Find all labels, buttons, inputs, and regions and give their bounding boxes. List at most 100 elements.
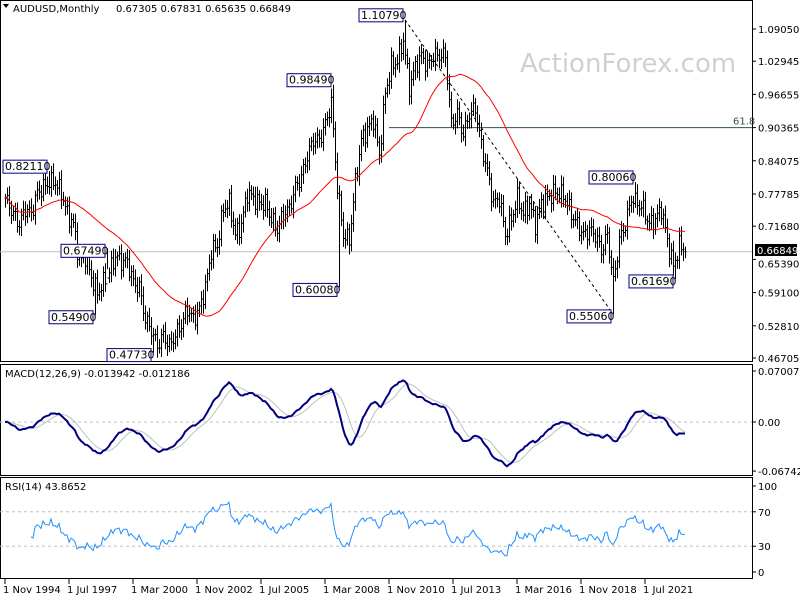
- price-bar: [112, 248, 115, 276]
- price-bar: [196, 302, 199, 335]
- price-bar: [30, 198, 33, 222]
- price-bar: [384, 87, 387, 114]
- price-bar: [470, 102, 473, 129]
- price-bar: [516, 178, 519, 219]
- price-bar: [108, 267, 111, 284]
- price-bar: [200, 291, 203, 314]
- price-bar: [394, 57, 397, 78]
- annotation-box: [286, 73, 332, 88]
- price-bar: [406, 48, 409, 69]
- price-bar: [168, 334, 171, 353]
- price-bar: [474, 98, 477, 123]
- price-bar: [566, 192, 569, 215]
- price-bar: [224, 199, 227, 218]
- price-tick-label: 0.96655: [758, 90, 799, 101]
- price-bar: [570, 192, 573, 229]
- price-bar: [382, 95, 385, 152]
- price-bar: [490, 173, 493, 212]
- price-bar: [622, 222, 625, 242]
- price-bar: [248, 181, 251, 212]
- price-bar: [286, 199, 289, 223]
- price-bar: [374, 115, 377, 139]
- price-bar: [550, 189, 553, 213]
- price-bar: [18, 220, 21, 236]
- price-bar: [676, 255, 679, 269]
- price-bar: [236, 217, 239, 244]
- annotation-label: 0.47730: [109, 349, 155, 362]
- price-bar: [302, 158, 305, 184]
- price-bar: [496, 192, 499, 208]
- price-axis: 1.09050 1.02945 0.96655 0.90365 0.84075 0.777…: [752, 25, 799, 365]
- price-bar: [238, 214, 241, 246]
- price-bar: [512, 209, 515, 228]
- price-bar: [166, 334, 169, 357]
- price-bar: [12, 206, 15, 221]
- price-bar: [106, 248, 109, 285]
- price-bar: [640, 200, 643, 217]
- price-bar: [494, 189, 497, 209]
- price-bar: [350, 214, 353, 252]
- price-bar: [246, 188, 249, 212]
- price-bar: [240, 214, 243, 244]
- price-bar: [366, 117, 369, 148]
- price-bar: [662, 208, 665, 229]
- price-bar: [646, 215, 649, 231]
- price-bar: [404, 19, 407, 65]
- price-bar: [328, 108, 331, 128]
- price-bar: [422, 47, 425, 65]
- price-bar: [642, 190, 645, 218]
- price-bar: [666, 218, 669, 248]
- price-bar: [498, 192, 501, 213]
- price-bar: [402, 32, 405, 61]
- price-bar: [4, 193, 7, 208]
- price-bar: [442, 39, 445, 63]
- price-tick-label: 0.65390: [758, 260, 799, 271]
- price-bar: [414, 55, 417, 81]
- level-lines: 61.8: [0, 19, 755, 315]
- price-bar: [352, 192, 355, 232]
- price-bar: [398, 36, 401, 73]
- annotation-box: [292, 282, 338, 297]
- price-bar: [256, 186, 259, 218]
- price-bar: [430, 54, 433, 71]
- price-bar: [540, 192, 543, 218]
- price-bar: [618, 229, 621, 269]
- price-bar: [634, 181, 637, 208]
- price-tick-label: 0.59100: [758, 289, 799, 300]
- price-bar: [354, 167, 357, 211]
- price-bar: [510, 207, 513, 231]
- price-bar: [604, 225, 607, 256]
- price-bar: [134, 269, 137, 293]
- price-bar: [590, 217, 593, 237]
- price-bar: [648, 213, 651, 232]
- price-bar: [282, 203, 285, 230]
- annotation-box: [48, 310, 94, 325]
- time-tick-label: 1 Jul 2013: [451, 585, 501, 596]
- price-bar: [36, 181, 39, 203]
- annotation-box: [588, 170, 634, 185]
- price-tick-label: 1.09050: [758, 25, 799, 36]
- price-bar: [232, 211, 235, 235]
- price-bar: [180, 319, 183, 341]
- price-bar: [684, 246, 687, 259]
- price-bar: [682, 242, 685, 262]
- collapse-triangle-icon[interactable]: [3, 4, 9, 8]
- macd-signal-line: [4, 383, 686, 464]
- price-bar: [544, 184, 547, 220]
- price-bar: [624, 225, 627, 237]
- price-bar: [220, 205, 223, 247]
- price-bar: [452, 113, 455, 130]
- price-bar: [140, 274, 143, 306]
- price-bar: [198, 301, 201, 318]
- price-bar: [650, 206, 653, 230]
- price-bar: [466, 114, 469, 129]
- price-bar: [564, 194, 567, 208]
- time-tick-label: 1 Nov 2002: [195, 585, 253, 596]
- price-bar: [128, 250, 131, 282]
- price-bar: [390, 47, 393, 89]
- price-tick-label: 0.84075: [758, 157, 799, 168]
- price-bar: [588, 220, 591, 246]
- price-bar: [24, 201, 27, 226]
- price-bar: [118, 245, 121, 261]
